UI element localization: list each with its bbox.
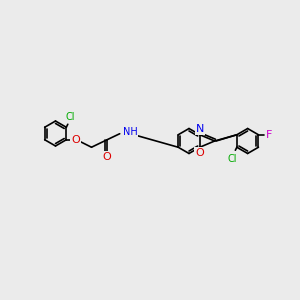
Text: O: O <box>103 152 112 162</box>
Text: N: N <box>196 124 204 134</box>
Text: O: O <box>195 148 204 158</box>
Text: Cl: Cl <box>65 112 75 122</box>
Text: F: F <box>266 130 272 140</box>
Text: Cl: Cl <box>228 154 237 164</box>
Text: O: O <box>71 135 80 145</box>
Text: NH: NH <box>123 127 137 137</box>
